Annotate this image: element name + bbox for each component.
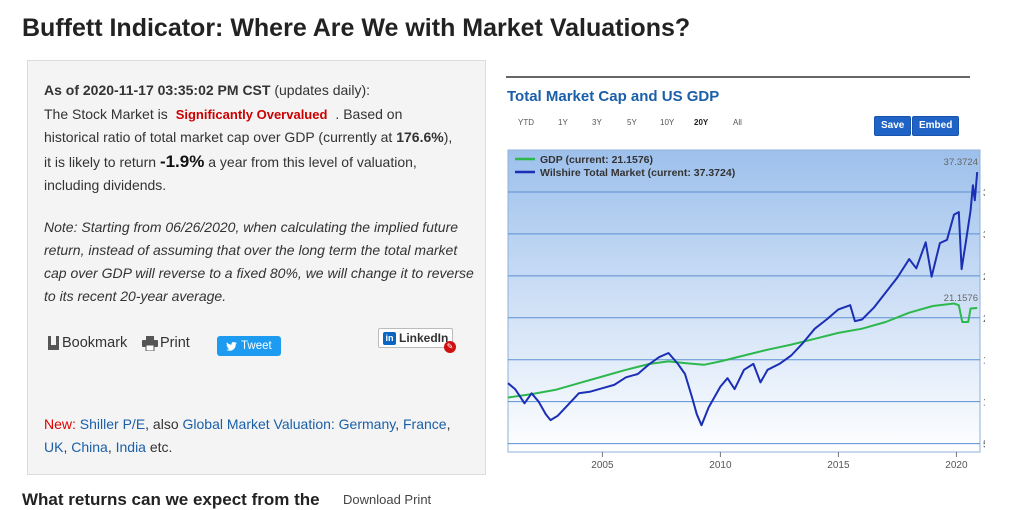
y-tick-label: 30T xyxy=(983,230,985,241)
chart-title: Total Market Cap and US GDP xyxy=(507,88,720,105)
new-label: New: xyxy=(44,416,76,432)
india-link[interactable]: India xyxy=(115,439,146,455)
x-tick-label: 2010 xyxy=(709,460,732,471)
tweet-button[interactable]: Tweet xyxy=(217,336,281,356)
plot-background xyxy=(507,149,981,453)
gdp-series-line xyxy=(507,302,978,399)
series-end-label: 37.3724 xyxy=(944,157,978,168)
valuation-box: As of 2020-11-17 03:35:02 PM CST (update… xyxy=(27,60,486,475)
market-cap-gdp-chart: 5T 10T 15T 20T 25T 30T 35T 2005 2010 2015 2020 21… xyxy=(507,149,985,471)
share-count-badge-icon: ✎ xyxy=(444,341,456,353)
print-label: Print xyxy=(160,335,190,351)
twitter-icon xyxy=(226,341,237,351)
etc-text: etc. xyxy=(149,439,173,455)
range-20y[interactable]: 20Y xyxy=(694,118,709,127)
tweet-label: Tweet xyxy=(241,340,272,352)
related-links: New: Shiller P/E, also Global Market Val… xyxy=(44,413,474,459)
y-tick-label: 35T xyxy=(983,188,985,199)
also-text: , also xyxy=(145,416,179,432)
range-5y[interactable]: 5Y xyxy=(627,118,637,127)
y-tick-label: 5T xyxy=(983,440,985,451)
ratio-value: 176.6% xyxy=(396,129,444,145)
bookmark-icon xyxy=(48,336,59,350)
ratio-close: ), xyxy=(443,129,453,145)
legend: GDP (current: 21.1576)Wilshire Total Mar… xyxy=(515,154,735,179)
valuation-summary: As of 2020-11-17 03:35:02 PM CST (update… xyxy=(44,79,474,198)
return-value: -1.9% xyxy=(159,151,205,171)
updates-note: (updates daily): xyxy=(274,82,371,98)
save-button[interactable]: Save xyxy=(874,116,912,136)
wilshire-series-line xyxy=(507,172,979,427)
bookmark-button[interactable]: Bookmark xyxy=(48,335,127,351)
print-button[interactable]: Print xyxy=(142,335,190,351)
grid-lines xyxy=(508,191,980,445)
x-axis: 2005 2010 2015 2020 xyxy=(591,452,968,471)
end-labels: 21.1576 37.3724 xyxy=(944,157,978,304)
y-tick-label: 25T xyxy=(983,272,985,283)
methodology-note: Note: Starting from 06/26/2020, when cal… xyxy=(44,219,474,304)
range-all[interactable]: All xyxy=(733,118,742,127)
global-valuation-link[interactable]: Global Market Valuation: xyxy=(182,416,335,432)
page-title: Buffett Indicator: Where Are We with Mar… xyxy=(22,14,691,42)
germany-link[interactable]: Germany xyxy=(338,416,396,432)
valuation-status: Significantly Overvalued xyxy=(175,106,328,122)
china-link[interactable]: China xyxy=(71,439,108,455)
legend-entry: Wilshire Total Market (current: 37.3724) xyxy=(540,167,735,179)
series-layer xyxy=(507,172,979,427)
y-tick-label: 20T xyxy=(983,314,985,325)
section-tools-partial[interactable]: Download Print xyxy=(343,492,432,507)
printer-icon xyxy=(142,335,158,351)
ratio-text: historical ratio of total market cap ove… xyxy=(44,129,393,145)
linkedin-label: LinkedIn xyxy=(399,331,449,345)
chart-divider xyxy=(506,76,970,78)
separator: , xyxy=(395,416,400,432)
separator: , xyxy=(63,439,68,455)
stock-market-prefix: The Stock Market is xyxy=(44,105,168,122)
y-tick-label: 15T xyxy=(983,356,985,367)
range-ytd[interactable]: YTD xyxy=(518,118,534,127)
return-suffix: a year from this level of valuation, xyxy=(208,153,417,170)
as-of-date: As of 2020-11-17 03:35:02 PM CST xyxy=(44,82,271,98)
bookmark-label: Bookmark xyxy=(62,335,128,351)
france-link[interactable]: France xyxy=(403,416,447,432)
x-tick-label: 2020 xyxy=(945,460,968,471)
embed-button[interactable]: Embed xyxy=(912,116,960,136)
separator: , xyxy=(446,416,451,432)
dividends-text: including dividends. xyxy=(44,177,167,193)
y-tick-label: 10T xyxy=(983,398,985,409)
y-axis: 5T 10T 15T 20T 25T 30T 35T xyxy=(983,188,985,451)
shiller-pe-link[interactable]: Shiller P/E xyxy=(79,416,146,432)
x-tick-label: 2005 xyxy=(591,460,614,471)
section-heading-partial: What returns can we expect from the xyxy=(22,490,320,509)
range-1y[interactable]: 1Y xyxy=(558,118,568,127)
based-on-text: . Based on xyxy=(335,105,403,122)
range-3y[interactable]: 3Y xyxy=(592,118,602,127)
range-10y[interactable]: 10Y xyxy=(660,118,675,127)
separator: , xyxy=(107,439,112,455)
x-tick-label: 2015 xyxy=(827,460,850,471)
uk-link[interactable]: UK xyxy=(44,439,64,455)
return-prefix: it is likely to return xyxy=(44,153,157,170)
linkedin-icon: in xyxy=(383,331,396,345)
legend-entry: GDP (current: 21.1576) xyxy=(540,154,653,166)
series-end-label: 21.1576 xyxy=(944,293,978,304)
linkedin-button[interactable]: in LinkedIn xyxy=(378,328,454,348)
